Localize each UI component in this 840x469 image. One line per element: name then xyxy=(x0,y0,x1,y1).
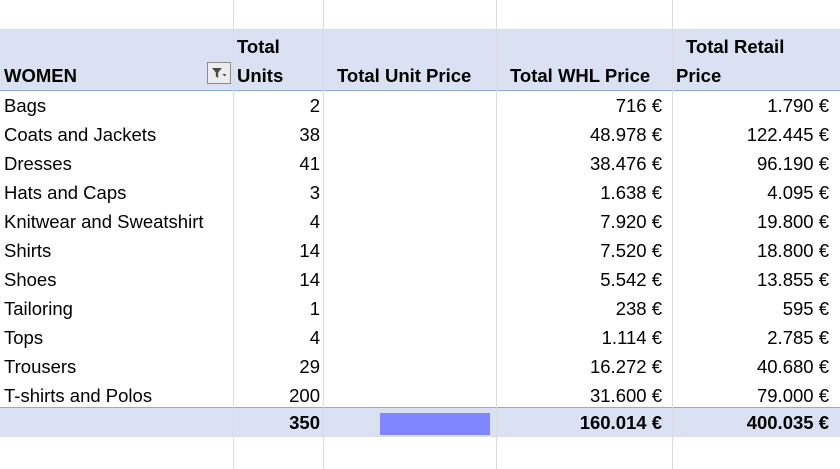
pivot-header-background xyxy=(0,30,840,90)
gridline-column-d-e xyxy=(672,0,673,469)
grand-total-retail[interactable]: 400.035 € xyxy=(746,412,829,433)
row-units[interactable]: 41 xyxy=(299,153,320,174)
row-unit-price[interactable] xyxy=(327,352,492,381)
row-units[interactable]: 200 xyxy=(289,385,320,406)
row-retail-price[interactable]: 40.680 € xyxy=(756,356,829,377)
row-category[interactable]: Trousers xyxy=(4,356,77,377)
row-whl-price[interactable]: 5.542 € xyxy=(600,269,662,290)
row-units[interactable]: 29 xyxy=(299,356,320,377)
header-retail-line2[interactable]: Price xyxy=(676,65,722,86)
row-retail-price[interactable]: 4.095 € xyxy=(767,182,829,203)
row-whl-price[interactable]: 1.638 € xyxy=(600,182,662,203)
header-retail-line1[interactable]: Total Retail xyxy=(686,36,785,57)
row-category[interactable]: Dresses xyxy=(4,153,72,174)
row-unit-price[interactable] xyxy=(327,265,492,294)
filter-dropdown-button[interactable] xyxy=(207,62,231,84)
header-total-unit-price[interactable]: Total Unit Price xyxy=(337,65,472,86)
row-units[interactable]: 4 xyxy=(309,327,320,348)
row-unit-price[interactable] xyxy=(327,294,492,323)
grand-total-top-border xyxy=(0,407,840,408)
gridline-row-top xyxy=(0,29,840,30)
gridline-column-a-b xyxy=(233,0,234,469)
row-retail-price[interactable]: 19.800 € xyxy=(756,211,829,232)
row-unit-price[interactable] xyxy=(327,207,492,236)
row-unit-price[interactable] xyxy=(327,149,492,178)
row-category[interactable]: Shoes xyxy=(4,269,57,290)
row-whl-price[interactable]: 38.476 € xyxy=(589,153,662,174)
row-unit-price[interactable] xyxy=(327,323,492,352)
gridline-column-b-c xyxy=(323,0,324,469)
row-category[interactable]: Hats and Caps xyxy=(4,182,127,203)
redacted-unit-price-total xyxy=(380,413,490,435)
row-units[interactable]: 3 xyxy=(309,182,320,203)
row-whl-price[interactable]: 7.520 € xyxy=(600,240,662,261)
row-category[interactable]: Bags xyxy=(4,95,47,116)
row-retail-price[interactable]: 1.790 € xyxy=(767,95,829,116)
row-category[interactable]: Tailoring xyxy=(4,298,73,319)
header-row-label[interactable]: WOMEN xyxy=(4,65,77,86)
header-bottom-border xyxy=(0,90,840,91)
row-units[interactable]: 4 xyxy=(309,211,320,232)
row-unit-price[interactable] xyxy=(327,120,492,149)
row-whl-price[interactable]: 238 € xyxy=(615,298,662,319)
row-retail-price[interactable]: 13.855 € xyxy=(756,269,829,290)
row-retail-price[interactable]: 595 € xyxy=(782,298,829,319)
row-whl-price[interactable]: 31.600 € xyxy=(589,385,662,406)
row-unit-price[interactable] xyxy=(327,91,492,120)
row-whl-price[interactable]: 7.920 € xyxy=(600,211,662,232)
row-whl-price[interactable]: 16.272 € xyxy=(589,356,662,377)
row-whl-price[interactable]: 716 € xyxy=(615,95,662,116)
header-units-line2[interactable]: Units xyxy=(237,65,284,86)
filter-dropdown-icon xyxy=(212,68,227,78)
row-category[interactable]: Coats and Jackets xyxy=(4,124,157,145)
row-whl-price[interactable]: 48.978 € xyxy=(589,124,662,145)
row-units[interactable]: 38 xyxy=(299,124,320,145)
gridline-row-bottom xyxy=(0,436,840,437)
row-retail-price[interactable]: 96.190 € xyxy=(756,153,829,174)
row-units[interactable]: 2 xyxy=(309,95,320,116)
grand-total-units[interactable]: 350 xyxy=(289,412,320,433)
row-retail-price[interactable]: 18.800 € xyxy=(756,240,829,261)
row-unit-price[interactable] xyxy=(327,236,492,265)
header-total-whl-price[interactable]: Total WHL Price xyxy=(510,65,651,86)
row-units[interactable]: 1 xyxy=(309,298,320,319)
gridline-column-c-d xyxy=(496,0,497,469)
row-retail-price[interactable]: 79.000 € xyxy=(756,385,829,406)
row-units[interactable]: 14 xyxy=(299,269,320,290)
row-unit-price[interactable] xyxy=(327,381,492,410)
grand-total-whl[interactable]: 160.014 € xyxy=(579,412,662,433)
row-category[interactable]: Shirts xyxy=(4,240,52,261)
header-units-line1[interactable]: Total xyxy=(237,36,280,57)
row-category[interactable]: Knitwear and Sweatshirt xyxy=(4,211,204,232)
row-category[interactable]: T-shirts and Polos xyxy=(4,385,153,406)
row-category[interactable]: Tops xyxy=(4,327,44,348)
row-units[interactable]: 14 xyxy=(299,240,320,261)
row-retail-price[interactable]: 2.785 € xyxy=(767,327,829,348)
row-unit-price[interactable] xyxy=(327,178,492,207)
row-whl-price[interactable]: 1.114 € xyxy=(601,327,662,348)
row-retail-price[interactable]: 122.445 € xyxy=(746,124,829,145)
